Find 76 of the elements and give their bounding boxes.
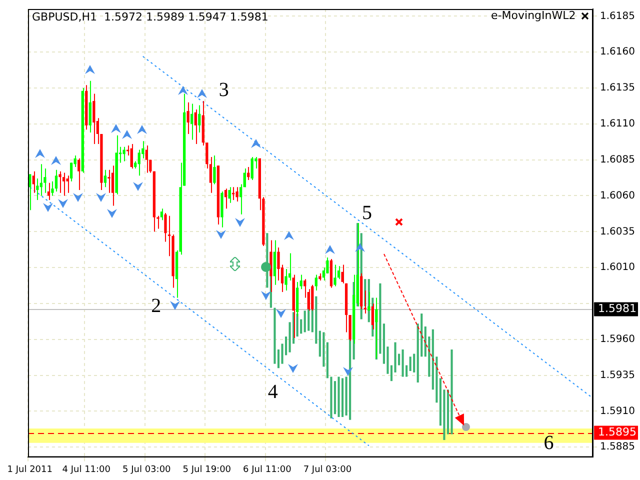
bar (409, 356, 412, 372)
candlestick (92, 93, 96, 145)
candlestick (186, 102, 190, 134)
candlestick (277, 246, 280, 282)
bar (274, 308, 276, 364)
y-tick-label: 1.6110 (600, 118, 636, 130)
x-tick-label: 6 Jul 11:00 (243, 464, 292, 475)
candlestick (138, 149, 140, 176)
bar (322, 332, 325, 367)
candlestick (284, 268, 288, 292)
candlestick (164, 212, 167, 242)
candlestick (111, 165, 114, 206)
y-tick-label: 1.6060 (600, 190, 636, 202)
candlestick (236, 186, 238, 202)
y-tick-label: 1.5885 (600, 442, 636, 453)
annotation: e-MovingInWL2 (491, 9, 576, 22)
annotation: 5 (362, 202, 372, 224)
candlestick (54, 169, 58, 192)
candlestick (250, 156, 254, 180)
candlestick (62, 172, 66, 196)
candlestick (198, 104, 201, 134)
bar (402, 349, 404, 377)
ref-line-label: 1.5981 (598, 302, 637, 316)
candlestick (104, 169, 107, 188)
candlestick (122, 146, 126, 162)
annotation: 2 (151, 295, 162, 318)
ref-line-label: 1.5895 (598, 426, 637, 439)
x-tick-label: 7 Jul 03:00 (303, 464, 352, 475)
candlestick (213, 155, 216, 185)
candlestick (47, 182, 50, 201)
candlestick (160, 208, 164, 221)
y-tick-label: 1.6010 (600, 262, 636, 274)
candlestick (70, 162, 73, 182)
candlestick (32, 170, 35, 194)
candlestick (209, 156, 212, 194)
candlestick (36, 178, 39, 201)
chart-title: GBPUSD,H1 1.5972 1.5989 1.5947 1.5981 (32, 10, 268, 24)
bar (413, 354, 416, 372)
candlestick (145, 144, 148, 174)
candlestick (44, 168, 46, 194)
y-tick-label: 1.6085 (600, 154, 636, 166)
y-tick-label: 1.6185 (600, 10, 636, 22)
annotation: 6 (544, 432, 554, 454)
candlestick (130, 144, 133, 169)
y-tick-label: 1.5935 (600, 370, 636, 381)
annotation: 3 (218, 79, 229, 102)
candlestick (314, 274, 318, 292)
candlestick (224, 188, 228, 210)
bar (334, 381, 336, 414)
bar (304, 310, 306, 332)
bar (315, 296, 318, 344)
bar (338, 376, 340, 417)
candlestick (51, 180, 54, 196)
candlestick (58, 170, 62, 194)
x-tick-label: 5 Jul 03:00 (122, 464, 172, 475)
candlestick (88, 80, 92, 134)
candlestick (108, 169, 110, 194)
candlestick (228, 186, 231, 204)
candlestick (78, 158, 80, 191)
candlestick (190, 103, 194, 140)
y-tick-label: 1.5910 (600, 406, 636, 417)
candlestick (194, 109, 197, 145)
y-tick-label: 1.6160 (600, 46, 636, 58)
y-tick-label: 1.6135 (600, 82, 636, 94)
annotation: 4 (268, 381, 278, 404)
bar (450, 349, 453, 434)
y-tick-label: 1.5960 (600, 334, 636, 345)
candlestick (66, 175, 69, 194)
candlestick (300, 274, 302, 290)
candlestick (334, 264, 336, 287)
x-tick-label: 4 Jul 11:00 (62, 464, 111, 475)
candlestick (341, 264, 344, 284)
x-tick-label: 5 Jul 19:00 (182, 464, 232, 475)
y-tick-label: 1.6035 (600, 226, 636, 238)
candlestick (232, 186, 235, 201)
x-tick-label: 1 Jul 2011 (7, 464, 52, 475)
